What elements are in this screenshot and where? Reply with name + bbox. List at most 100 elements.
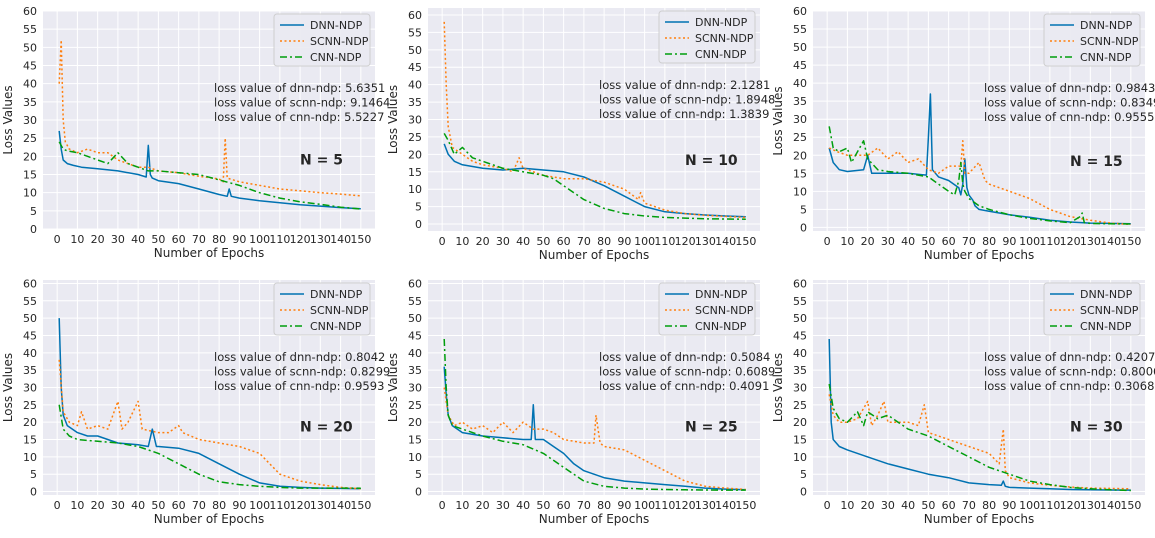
x-tick-label: 20 — [91, 233, 105, 246]
y-tick-label: 35 — [793, 95, 807, 108]
y-tick-label: 10 — [408, 451, 422, 464]
series-line-dnn-ndp — [58, 130, 361, 210]
series-line-scnn-ndp — [828, 394, 1131, 490]
y-tick-label: 5 — [30, 468, 37, 481]
loss-annotation: loss value of dnn-ndp: 5.6351 — [214, 81, 385, 95]
legend-entry: SCNN-NDP — [695, 32, 754, 45]
series-line-cnn-ndp — [828, 126, 1131, 225]
x-tick-label: 20 — [861, 235, 875, 248]
x-tick-label: 80 — [212, 499, 226, 512]
x-tick-label: 30 — [111, 499, 125, 512]
x-tick-label: 90 — [232, 233, 246, 246]
y-tick-label: 5 — [800, 468, 807, 481]
y-tick-label: 35 — [23, 96, 37, 109]
legend-entry: CNN-NDP — [695, 320, 747, 333]
series-line-dnn-ndp — [828, 338, 1131, 491]
chart-panel: 0 10 20 30 40 50 60 70 80 90 100 110 120 130 140 150 0 5 1… — [771, 5, 1155, 262]
legend-entry: SCNN-NDP — [695, 304, 754, 317]
y-tick-label: 55 — [23, 295, 37, 308]
x-tick-label: 70 — [962, 499, 976, 512]
x-axis-label: Number of Epochs — [154, 512, 264, 526]
x-tick-label: 20 — [476, 499, 490, 512]
x-tick-label: 80 — [597, 235, 611, 248]
x-tick-label: 90 — [617, 499, 631, 512]
panel-n-label: N = 5 — [300, 153, 343, 169]
y-tick-label: 10 — [793, 451, 807, 464]
x-axis-label: Number of Epochs — [924, 512, 1034, 526]
y-tick-label: 10 — [408, 183, 422, 196]
y-tick-label: 50 — [793, 312, 807, 325]
y-tick-label: 30 — [793, 382, 807, 395]
x-tick-label: 20 — [476, 235, 490, 248]
x-tick-label: 110 — [654, 235, 675, 248]
legend-entry: DNN-NDP — [695, 16, 748, 29]
x-axis-label: Number of Epochs — [154, 246, 264, 260]
y-tick-label: 15 — [793, 167, 807, 180]
loss-annotation: loss value of scnn-ndp: 0.8299 — [214, 365, 390, 379]
legend-entry: DNN-NDP — [310, 288, 363, 301]
chart-panel: 0 10 20 30 40 50 60 70 80 90 100 110 120 130 140 150 0 5 1… — [1, 277, 390, 526]
y-tick-label: 30 — [793, 113, 807, 126]
loss-annotation: loss value of dnn-ndp: 0.8042 — [214, 350, 385, 364]
x-tick-label: 130 — [1080, 499, 1101, 512]
x-tick-label: 150 — [350, 233, 371, 246]
x-tick-label: 130 — [695, 499, 716, 512]
x-tick-label: 140 — [715, 499, 736, 512]
y-tick-label: 55 — [408, 295, 422, 308]
x-tick-label: 70 — [577, 235, 591, 248]
y-tick-label: 0 — [800, 486, 807, 499]
x-tick-label: 30 — [496, 499, 510, 512]
y-tick-label: 35 — [793, 364, 807, 377]
y-tick-label: 5 — [415, 468, 422, 481]
x-tick-label: 110 — [654, 499, 675, 512]
panel-n-label: N = 25 — [685, 420, 738, 436]
x-tick-label: 0 — [439, 235, 446, 248]
y-tick-label: 60 — [793, 277, 807, 290]
y-tick-label: 50 — [23, 41, 37, 54]
x-tick-label: 120 — [1060, 499, 1081, 512]
legend-entry: SCNN-NDP — [1080, 304, 1139, 317]
y-tick-label: 60 — [408, 9, 422, 22]
x-tick-label: 30 — [881, 235, 895, 248]
series-line-cnn-ndp — [828, 383, 1131, 492]
y-tick-label: 60 — [408, 277, 422, 290]
y-tick-label: 25 — [23, 399, 37, 412]
y-tick-label: 25 — [793, 399, 807, 412]
y-tick-label: 55 — [23, 23, 37, 36]
x-tick-label: 140 — [330, 233, 351, 246]
loss-annotation: loss value of cnn-ndp: 1.3839 — [599, 107, 769, 121]
y-axis-label: Loss Values — [1, 353, 15, 422]
x-tick-label: 50 — [921, 235, 935, 248]
y-tick-label: 0 — [415, 218, 422, 231]
x-tick-label: 90 — [617, 235, 631, 248]
x-tick-label: 50 — [151, 233, 165, 246]
legend-entry: SCNN-NDP — [310, 35, 369, 48]
x-tick-label: 150 — [735, 235, 756, 248]
legend-entry: DNN-NDP — [310, 19, 363, 32]
chart-panel: 0 10 20 30 40 50 60 70 80 90 100 110 120 130 140 150 0 5 1… — [386, 8, 775, 262]
x-tick-label: 110 — [269, 233, 290, 246]
panel-n-label: N = 30 — [1070, 420, 1123, 436]
y-tick-label: 0 — [415, 486, 422, 499]
x-tick-label: 130 — [1080, 235, 1101, 248]
x-tick-label: 60 — [172, 233, 186, 246]
y-axis-label: Loss Values — [386, 353, 400, 422]
series-line-scnn-ndp — [443, 387, 746, 491]
y-tick-label: 5 — [800, 203, 807, 216]
x-tick-label: 30 — [881, 499, 895, 512]
x-tick-label: 100 — [634, 499, 655, 512]
x-tick-label: 70 — [962, 235, 976, 248]
x-tick-label: 60 — [172, 499, 186, 512]
x-tick-label: 60 — [557, 499, 571, 512]
x-tick-label: 110 — [1039, 235, 1060, 248]
y-tick-label: 25 — [408, 399, 422, 412]
y-tick-label: 5 — [415, 201, 422, 214]
legend-entry: DNN-NDP — [1080, 288, 1133, 301]
x-tick-label: 100 — [249, 499, 270, 512]
y-tick-label: 0 — [30, 486, 37, 499]
legend-box — [273, 13, 371, 67]
x-tick-label: 110 — [1039, 499, 1060, 512]
panel-n-label: N = 15 — [1070, 154, 1123, 170]
y-tick-label: 40 — [793, 77, 807, 90]
x-tick-label: 10 — [70, 233, 84, 246]
